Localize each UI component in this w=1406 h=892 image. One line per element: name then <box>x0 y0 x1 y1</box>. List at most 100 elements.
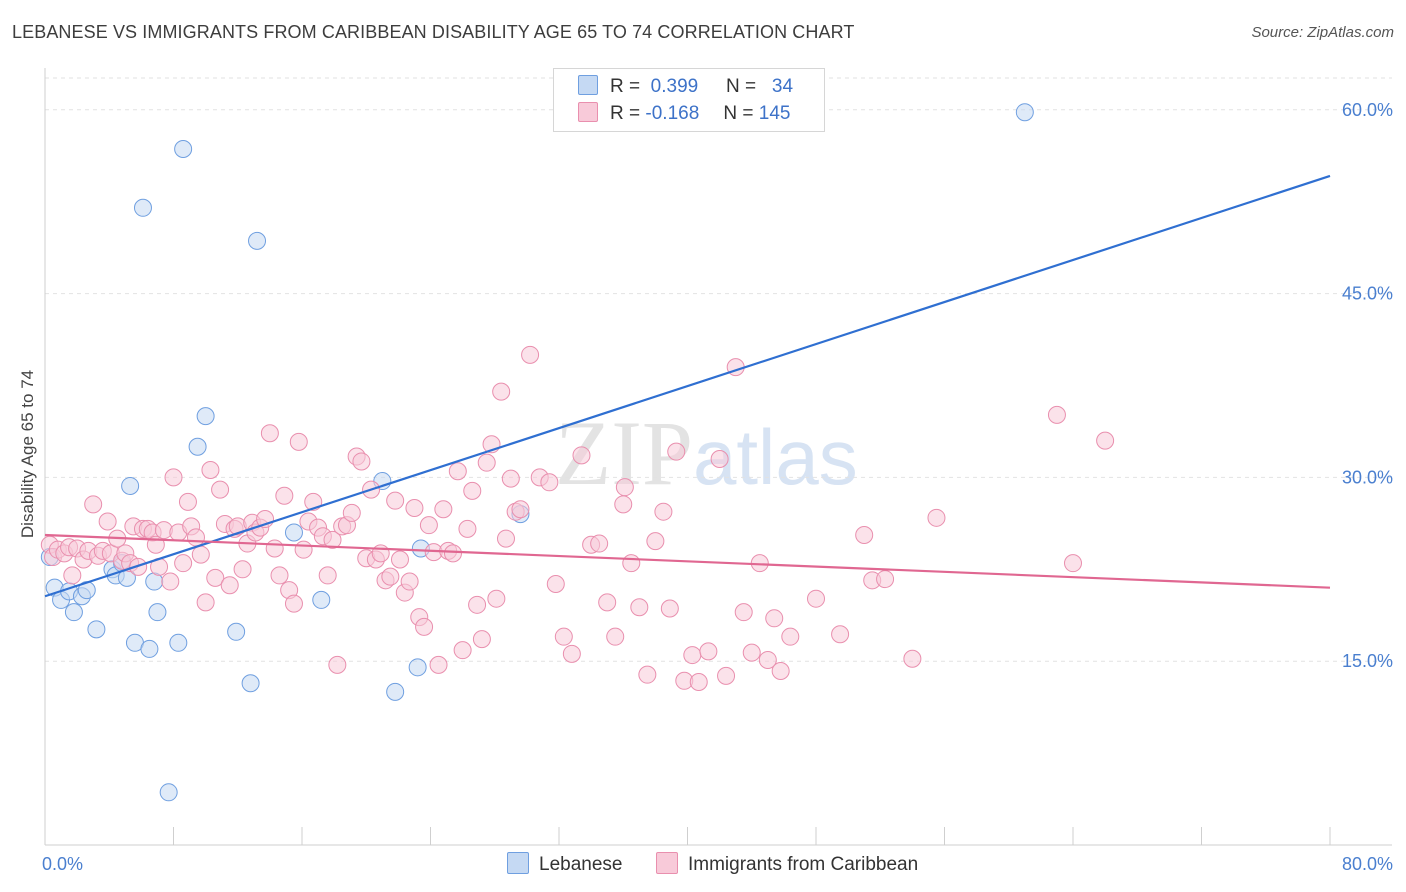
trend-lines <box>44 174 1331 598</box>
data-point <box>196 407 215 426</box>
x-tick-label-min: 0.0% <box>42 854 83 874</box>
data-point <box>289 432 308 451</box>
data-point <box>284 523 303 542</box>
data-point <box>458 519 477 538</box>
data-point <box>133 198 152 217</box>
data-point <box>660 599 679 618</box>
data-point <box>206 568 225 587</box>
data-point <box>630 598 649 617</box>
data-point <box>318 566 337 585</box>
data-point <box>771 661 790 680</box>
data-point <box>689 673 708 692</box>
data-point <box>386 491 405 510</box>
data-point <box>683 646 702 665</box>
bottom-legend-label-lebanese: Lebanese <box>539 854 623 875</box>
legend-r-label: R = <box>610 103 641 124</box>
data-point <box>390 550 409 569</box>
data-point <box>174 139 193 158</box>
data-point <box>328 655 347 674</box>
data-point <box>638 665 657 684</box>
data-point <box>248 231 267 250</box>
data-point <box>211 480 230 499</box>
chart-source[interactable]: Source: ZipAtlas.com <box>1251 24 1394 41</box>
data-point <box>342 503 361 522</box>
data-point <box>614 495 633 514</box>
data-point <box>717 666 736 685</box>
stats-legend: R = 0.399 N = 34 R = -0.168 N = 145 <box>553 68 825 132</box>
data-point <box>477 453 496 472</box>
data-point <box>312 590 331 609</box>
data-point <box>1096 431 1115 450</box>
bottom-legend-lebanese[interactable]: Lebanese <box>507 852 622 876</box>
data-point <box>606 627 625 646</box>
data-point <box>196 593 215 612</box>
data-point <box>472 630 491 649</box>
legend-r-value: 0.399 <box>650 76 699 97</box>
data-point <box>84 495 103 514</box>
data-point <box>758 650 777 669</box>
legend-n-label: N = <box>725 76 757 97</box>
data-point <box>429 655 448 674</box>
legend-n-value: 34 <box>771 76 794 97</box>
data-point <box>831 625 850 644</box>
bottom-legend-swatch-lebanese <box>507 852 529 874</box>
data-point <box>876 570 895 589</box>
data-point <box>521 345 540 364</box>
data-point <box>734 603 753 622</box>
data-point <box>742 643 761 662</box>
data-point <box>121 476 140 495</box>
data-point <box>260 424 279 443</box>
legend-swatch-lebanese <box>578 75 598 95</box>
data-point <box>511 500 530 519</box>
trend-line <box>44 174 1331 598</box>
data-point <box>443 544 462 563</box>
trend-line <box>44 533 1331 589</box>
data-point <box>227 622 246 641</box>
bottom-legend-caribbean[interactable]: Immigrants from Caribbean <box>656 852 918 876</box>
data-point <box>572 446 591 465</box>
data-point <box>201 461 220 480</box>
data-point <box>546 574 565 593</box>
bottom-legend-swatch-caribbean <box>656 852 678 874</box>
legend-row-lebanese: R = 0.399 N = 34 <box>578 75 793 101</box>
data-point <box>598 593 617 612</box>
tick-labels: 15.0% 30.0% 45.0% 60.0% 0.0% 80.0% <box>42 100 1393 874</box>
data-point <box>903 649 922 668</box>
data-point <box>699 642 718 661</box>
data-point <box>284 594 303 613</box>
data-point <box>186 528 205 547</box>
axes <box>44 68 1392 846</box>
data-point <box>855 525 874 544</box>
data-point <box>191 545 210 564</box>
data-point <box>140 639 159 658</box>
legend-r-value: -0.168 <box>645 103 700 124</box>
y-axis-title: Disability Age 65 to 74 <box>18 370 37 538</box>
bottom-legend-label-caribbean: Immigrants from Caribbean <box>688 854 919 875</box>
data-point <box>294 540 313 559</box>
data-point <box>415 617 434 636</box>
data-point <box>540 473 559 492</box>
data-point <box>710 450 729 468</box>
y-tick-label: 15.0% <box>1342 651 1393 671</box>
data-point <box>98 512 117 531</box>
data-point <box>463 481 482 500</box>
data-point <box>169 633 188 652</box>
data-point <box>275 486 294 505</box>
data-point <box>148 603 167 622</box>
data-point <box>487 589 506 608</box>
data-point <box>87 620 106 639</box>
data-point <box>64 603 83 622</box>
data-point <box>386 682 405 701</box>
data-point <box>590 534 609 553</box>
data-point <box>159 783 178 802</box>
data-point <box>1015 103 1034 122</box>
data-point <box>496 529 515 548</box>
data-point <box>265 539 284 558</box>
chart-title: LEBANESE VS IMMIGRANTS FROM CARIBBEAN DI… <box>12 22 855 42</box>
data-point <box>554 627 573 646</box>
data-point <box>188 437 207 456</box>
legend-swatch-caribbean <box>578 102 598 122</box>
data-point <box>654 502 673 521</box>
x-tick-label-max: 80.0% <box>1342 854 1393 874</box>
